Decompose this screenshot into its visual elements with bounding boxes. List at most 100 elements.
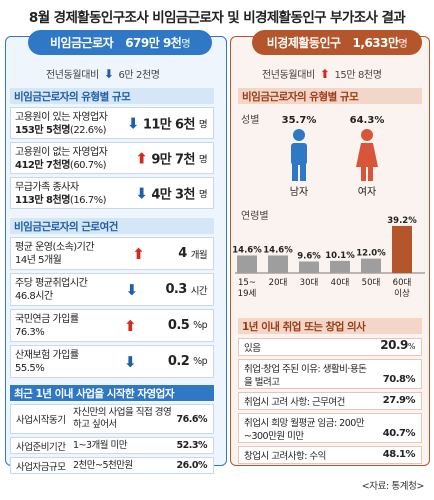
- person-leg-icon: [361, 165, 366, 181]
- condition-value: 46.8시간: [15, 291, 53, 302]
- intent-value: 27.9%: [382, 395, 416, 406]
- type-label: 무급가족 종사자: [15, 182, 79, 193]
- recent-row: 사업시작동기 자신만의 사업을 직접 경영하고 싶어서 76.6%: [10, 404, 214, 434]
- gender-value-label: 64.3%: [350, 115, 385, 126]
- intent-value: 20.9%: [380, 338, 415, 352]
- recent-pct: 52.3%: [176, 440, 208, 451]
- person-leg-icon: [292, 163, 298, 181]
- age-tick-label: 50대: [362, 278, 381, 288]
- age-tick-label: 20대: [269, 278, 288, 288]
- up-arrow-icon: ⬆: [132, 244, 145, 263]
- person-leg-icon: [300, 163, 306, 181]
- up-arrow-icon: ⬆: [319, 66, 330, 81]
- gender-bar: 35.7% 남자: [282, 115, 317, 198]
- yoy-label: 전년동월대비: [262, 70, 315, 81]
- source-note: <자료: 통계청>: [361, 481, 425, 492]
- recent-value: 2천만~5천만원: [73, 459, 133, 471]
- intent-value: 40.7%: [382, 428, 416, 439]
- recent-key: 사업자금규모: [16, 461, 66, 473]
- yoy-label: 전년동월대비: [46, 70, 99, 81]
- left-header-label: 비임금근로자: [49, 36, 114, 50]
- condition-row: 국민연금 가입률 76.3% ⬆ 0.5 %p: [10, 309, 214, 342]
- age-value-label: 10.1%: [325, 251, 355, 261]
- recent-pct: 26.0%: [176, 460, 208, 471]
- type-count: 113만 8천명: [15, 195, 70, 206]
- right-header-value: 1,633만명: [352, 36, 408, 50]
- recent-row: 사업자금규모 2천만~5천만원 26.0%: [10, 457, 214, 474]
- condition-change: 4: [178, 246, 187, 261]
- age-value-label: 14.6%: [232, 245, 262, 255]
- down-arrow-icon: ⬇: [123, 352, 137, 371]
- yoy-value: 6만 2천명: [118, 70, 160, 81]
- type-count: 412만 7천명: [15, 160, 70, 171]
- age-tick-label: 60대: [393, 278, 412, 288]
- gender-bar: 64.3% 여자: [350, 115, 385, 198]
- down-arrow-icon: ⬇: [135, 184, 148, 202]
- condition-change: 0.5: [167, 318, 190, 333]
- right-header-label: 비경제활동인구: [266, 36, 341, 50]
- age-chart: 연령별 14.6% 15~19세 14.6% 20대 9.6% 30대 10.1% 40대 12…: [232, 210, 425, 299]
- condition-change: 0.2: [167, 354, 190, 369]
- age-bar: [392, 225, 412, 273]
- recent-row: 사업준비기간 1~3개월 미만 52.3%: [10, 437, 214, 454]
- age-tick-label: 30대: [300, 278, 319, 288]
- intent-label: 취업·창업 주된 이유: 생활비·용돈을 벌려고: [244, 364, 367, 388]
- left-yoy: 전년동월대비 ⬇ 6만 2천명: [46, 66, 160, 82]
- section-right-types: 비임금근로자의 유형별 규모: [238, 88, 422, 104]
- intent-row: 있음 20.9%: [238, 338, 422, 356]
- type-change: 4만 3천: [151, 187, 195, 203]
- intent-label: 창업시 고려사항: 수익: [244, 451, 326, 462]
- right-yoy: 전년동월대비 ⬆ 15만 8천명: [262, 66, 382, 82]
- down-arrow-icon: ⬇: [125, 280, 139, 299]
- age-value-label: 9.6%: [297, 251, 321, 261]
- page-title: 8월 경제활동인구조사 비임금근로자 및 비경제활동인구 부가조사 결과: [28, 10, 406, 26]
- gender-chart: 성별 35.7% 남자 64.3% 여자: [241, 114, 385, 198]
- section-intent: 1년 이내 취업 또는 창업 의사: [238, 318, 422, 334]
- type-count: 153만 5천명: [15, 125, 70, 136]
- person-body-icon: [291, 143, 307, 165]
- left-header-pill: 비임금근로자 679만 9천명: [28, 30, 212, 55]
- age-bar: [361, 258, 381, 273]
- section-recent: 최근 1년 이내 사업을 시작한 자영업자: [10, 385, 214, 401]
- age-value-label: 39.2%: [387, 216, 417, 226]
- recent-pct: 76.6%: [176, 413, 208, 425]
- intent-row: 취업시 희망 월평균 임금: 200만~300만원 미만 40.7%: [238, 413, 422, 443]
- condition-row: 평균 운영(소속)기간 14년 5개월 ⬆ 4 개월: [10, 237, 214, 270]
- intent-value: 48.1%: [382, 449, 416, 460]
- section-conditions: 비임금근로자의 근로여건: [10, 218, 214, 234]
- right-header-pill: 비경제활동인구 1,633만명: [252, 30, 422, 55]
- yoy-value: 15만 8천명: [334, 70, 382, 81]
- age-label: 연령별: [241, 210, 269, 222]
- condition-row: 산재보험 가입률 55.5% ⬇ 0.2 %p: [10, 345, 214, 378]
- type-pct: (22.6%): [69, 125, 107, 136]
- down-arrow-icon: ⬇: [126, 114, 140, 132]
- intent-label: 취업시 고려 사항: 근무여건: [244, 397, 345, 408]
- gender-value-label: 35.7%: [282, 115, 317, 126]
- age-value-label: 14.6%: [263, 245, 293, 255]
- condition-label: 산재보험 가입률: [15, 350, 79, 361]
- recent-key: 사업시작동기: [16, 415, 66, 426]
- intent-row: 취업·창업 주된 이유: 생활비·용돈을 벌려고 70.8%: [238, 359, 422, 389]
- person-head-icon: [293, 129, 305, 141]
- intent-label: 취업시 희망 월평균 임금: 200만~300만원 미만: [244, 418, 365, 442]
- intent-value: 70.8%: [382, 374, 416, 385]
- condition-change: 0.3: [165, 282, 187, 297]
- left-header-value: 679만 9천명: [125, 36, 191, 50]
- gender-label: 성별: [241, 114, 259, 126]
- recent-key: 사업준비기간: [16, 441, 66, 453]
- gender-category-label: 여자: [358, 186, 376, 198]
- type-row: 고용원이 있는 자영업자 153만 5천명(22.6%) ⬇ 11만 6천 명: [10, 107, 214, 139]
- age-tick-label: 이상: [394, 288, 410, 299]
- condition-label: 주당 평균취업시간: [15, 278, 88, 289]
- age-bar: [268, 255, 288, 273]
- type-label: 고용원이 있는 자영업자: [15, 112, 108, 123]
- gender-category-label: 남자: [290, 186, 308, 198]
- type-pct: (60.7%): [69, 160, 107, 171]
- condition-value: 14년 5개월: [15, 255, 62, 266]
- age-tick-label: 40대: [331, 278, 350, 288]
- down-arrow-icon: ⬇: [103, 66, 114, 81]
- intent-row: 취업시 고려 사항: 근무여건 27.9%: [238, 392, 422, 410]
- type-change: 9만 7천: [151, 152, 195, 168]
- up-arrow-icon: ⬆: [135, 149, 148, 167]
- age-bar: [299, 261, 319, 273]
